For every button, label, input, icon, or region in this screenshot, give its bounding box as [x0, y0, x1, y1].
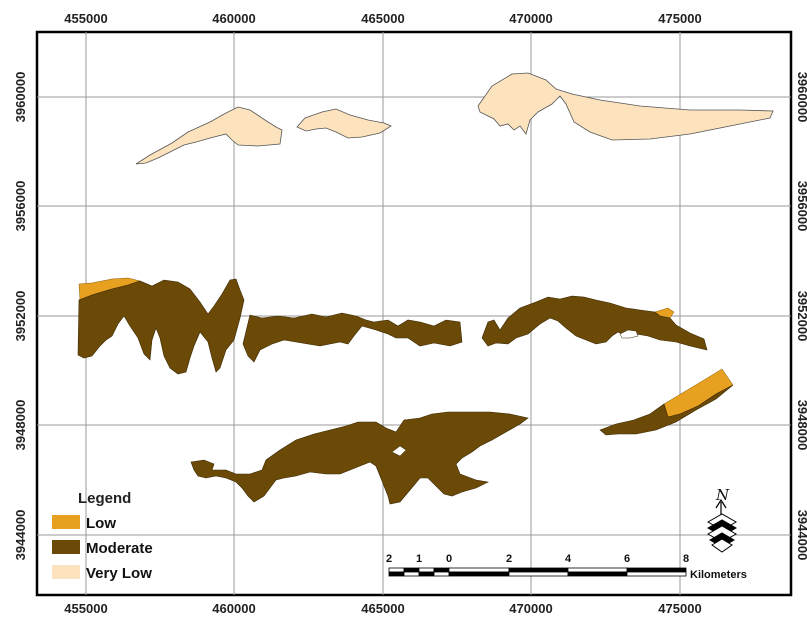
- y-tick-left-label: 3948000: [13, 400, 28, 451]
- moderate-zone-hole-2: [391, 445, 407, 457]
- y-tick-left-label: 3952000: [13, 291, 28, 342]
- scale-segment: [418, 571, 435, 577]
- legend-swatch-moderate: [52, 540, 80, 554]
- scale-segment: [567, 571, 628, 577]
- y-tick-right-label: 3948000: [795, 400, 807, 451]
- very-low-zone-west: [135, 106, 283, 165]
- scale-segment: [403, 567, 420, 573]
- scale-segment: [418, 567, 435, 573]
- legend-label-very-low: Very Low: [86, 565, 152, 582]
- legend-swatch-low: [52, 515, 80, 529]
- x-tick-top-label: 475000: [658, 11, 701, 26]
- scale-segment: [626, 567, 687, 573]
- very-low-zone-east: [477, 72, 774, 141]
- scale-label: 2: [386, 553, 392, 565]
- scale-label: 6: [624, 553, 630, 565]
- moderate-zones: [77, 278, 734, 505]
- very-low-zones: [135, 72, 774, 165]
- x-axis-bottom: 455000 460000 465000 470000 475000: [64, 601, 701, 616]
- moderate-zone-east-band: [481, 295, 708, 351]
- scale-segment: [433, 571, 450, 577]
- y-axis-left: 3960000 3956000 3952000 3948000 3944000: [13, 72, 28, 561]
- scale-segment: [508, 571, 569, 577]
- x-tick-top-label: 460000: [212, 11, 255, 26]
- scale-label: 4: [565, 553, 572, 565]
- moderate-zone-central-band: [242, 312, 463, 363]
- y-tick-left-label: 3944000: [13, 510, 28, 561]
- moderate-zone-south: [190, 411, 529, 505]
- x-tick-top-label: 465000: [361, 11, 404, 26]
- scale-segment: [508, 567, 569, 573]
- scale-label: 2: [506, 553, 512, 565]
- x-tick-top-label: 470000: [509, 11, 552, 26]
- north-arrow-icon: N: [706, 486, 738, 553]
- x-tick-bottom-label: 465000: [361, 601, 404, 616]
- y-axis-right: 3960000 3956000 3952000 3948000 3944000: [795, 72, 807, 561]
- scale-segment: [403, 571, 420, 577]
- scale-label: 1: [416, 553, 422, 565]
- north-arrow-head: [715, 498, 727, 509]
- y-tick-right-label: 3956000: [795, 181, 807, 232]
- very-low-zone-central: [296, 108, 392, 139]
- scale-segment: [388, 567, 405, 573]
- legend-title: Legend: [78, 490, 131, 507]
- scale-segment: [433, 567, 450, 573]
- moderate-zone-hole-1: [619, 329, 639, 339]
- x-tick-bottom-label: 455000: [64, 601, 107, 616]
- scale-label: 8: [683, 553, 689, 565]
- scale-label: 0: [446, 553, 452, 565]
- legend-label-low: Low: [86, 515, 116, 532]
- scale-segment: [626, 571, 687, 577]
- y-tick-left-label: 3956000: [13, 181, 28, 232]
- x-tick-bottom-label: 460000: [212, 601, 255, 616]
- legend: Legend Low Moderate Very Low: [52, 490, 153, 582]
- moderate-zone-southeast: [599, 384, 734, 436]
- y-tick-left-label: 3960000: [13, 72, 28, 123]
- x-tick-top-label: 455000: [64, 11, 107, 26]
- scale-segment: [448, 571, 510, 577]
- y-tick-right-label: 3944000: [795, 510, 807, 561]
- scale-unit-label: Kilometers: [690, 569, 747, 581]
- legend-label-moderate: Moderate: [86, 540, 153, 557]
- y-tick-right-label: 3960000: [795, 72, 807, 123]
- scale-segment: [567, 567, 628, 573]
- scale-segment: [388, 571, 405, 577]
- scale-bar: 2 1 0 2 4 6 8 Kilometers: [386, 553, 747, 581]
- x-tick-bottom-label: 470000: [509, 601, 552, 616]
- legend-swatch-very-low: [52, 565, 80, 579]
- x-axis-top: 455000 460000 465000 470000 475000: [64, 11, 701, 26]
- moderate-zone-west-block: [77, 278, 245, 375]
- y-tick-right-label: 3952000: [795, 291, 807, 342]
- north-letter: N: [715, 486, 730, 504]
- x-tick-bottom-label: 475000: [658, 601, 701, 616]
- north-arrow-body-5: [711, 538, 733, 553]
- scale-segment: [448, 567, 510, 573]
